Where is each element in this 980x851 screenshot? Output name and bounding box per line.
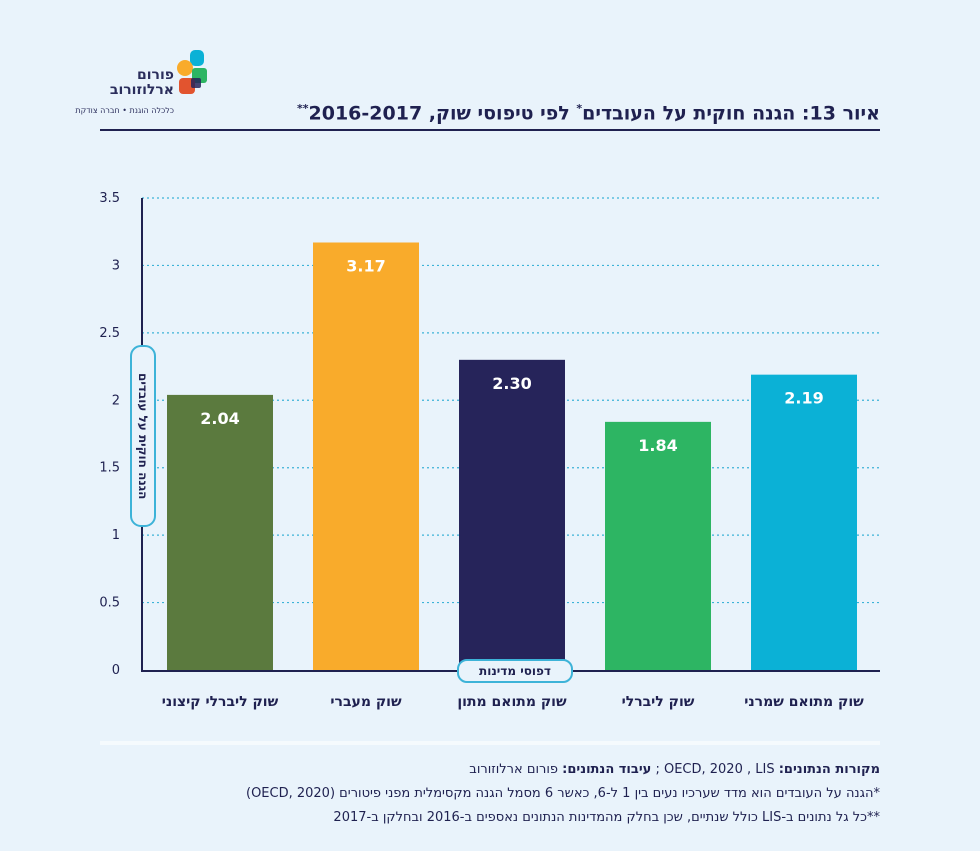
category-labels: שוק מתואם שמרני שוק ליברלי שוק מתואם מתון ש… — [162, 694, 864, 710]
category-label: שוק מעברי — [330, 694, 402, 710]
y-tick-label: 1 — [112, 528, 120, 543]
value-labels: 2.19 1.84 2.30 3.17 2.04 — [200, 257, 823, 455]
footnote-1: *הגנה על העובדים הוא מדד שערכיו נעים בין… — [245, 786, 880, 801]
value-label: 1.84 — [638, 436, 677, 455]
bar — [167, 394, 273, 670]
y-tick-label: 2 — [112, 393, 120, 408]
sources-line: מקורות הנתונים: OECD, 2020 , LIS ; עיבוד… — [100, 758, 880, 782]
value-label: 2.30 — [492, 374, 531, 393]
y-tick-label: 2.5 — [99, 326, 120, 341]
footnote-2: **כל גל נתונים ב-LIS כולל שנתיים, שכן בח… — [333, 810, 880, 825]
bar — [751, 374, 857, 670]
title-sup1: * — [576, 102, 583, 115]
title-rest: לפי טיפוסי שוק, 2016-2017 — [308, 102, 577, 125]
chart-title: איור 13: הגנה חוקית על העובדים* לפי טיפו… — [297, 102, 880, 124]
y-tick-label: 1.5 — [99, 461, 120, 476]
logo-mark-icon — [177, 50, 207, 94]
processing-label: עיבוד הנתונים: — [562, 762, 652, 777]
category-label: שוק מתואם מתון — [457, 694, 567, 710]
y-tick-label: 0.5 — [99, 596, 120, 611]
y-tick-label: 3 — [112, 258, 120, 273]
logo-line2: ארלוזורוב — [109, 82, 174, 98]
y-axis-label: הגנה חוקית על עובדים — [136, 372, 150, 500]
sources-label: מקורות הנתונים: — [778, 762, 880, 777]
y-tick-label: 0 — [112, 663, 120, 678]
logo-tagline: כלכלה הוגנת • חברה צודקת — [75, 106, 174, 115]
category-label: שוק ליברלי — [622, 694, 695, 710]
bars — [167, 242, 857, 670]
processing-value: פורום ארלוזורוב — [469, 762, 563, 777]
bar — [605, 421, 711, 670]
value-label: 2.04 — [200, 409, 239, 428]
sources-value: OECD, 2020 , LIS ; — [651, 762, 779, 777]
y-axis-label-box: הגנה חוקית על עובדים — [130, 345, 156, 527]
bar — [459, 359, 565, 670]
logo: פורום ארלוזורוב כלכלה הוגנת • חברה צודקת — [75, 48, 212, 118]
logo-name: פורום ארלוזורוב — [110, 68, 174, 98]
bar — [313, 242, 419, 670]
title-main: איור 13: הגנה חוקית על העובדים — [582, 102, 880, 125]
title-divider — [100, 129, 880, 131]
logo-line1: פורום — [137, 67, 174, 83]
footer-notes: מקורות הנתונים: OECD, 2020 , LIS ; עיבוד… — [100, 758, 880, 830]
footer-divider — [100, 741, 880, 745]
category-label: שוק מתואם שמרני — [744, 694, 864, 710]
category-label: שוק ליברלי קיצוני — [162, 694, 279, 710]
value-label: 3.17 — [346, 257, 385, 276]
y-tick-labels: 0 0.5 1 1.5 2 2.5 3 3.5 — [99, 191, 120, 678]
value-label: 2.19 — [784, 389, 823, 408]
title-sup2: ** — [297, 102, 309, 115]
y-tick-label: 3.5 — [99, 191, 120, 206]
x-axis-label: דפוסי מדינות — [457, 659, 573, 683]
